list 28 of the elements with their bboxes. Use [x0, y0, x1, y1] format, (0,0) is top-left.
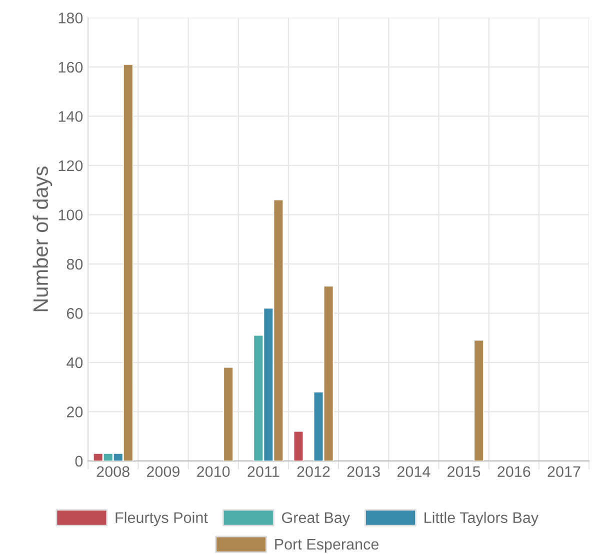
- y-tick-label: 140: [58, 111, 83, 122]
- bar: [474, 340, 484, 461]
- y-tick-label: 20: [66, 406, 83, 418]
- y-tick-label: 0: [75, 456, 83, 467]
- x-tick-label: 2010: [197, 466, 230, 478]
- bar: [294, 431, 304, 461]
- x-tick-label: 2016: [498, 466, 530, 478]
- y-tick-label: 40: [66, 357, 83, 368]
- legend-label: Great Bay: [282, 512, 350, 526]
- x-tick-label: 2009: [146, 466, 180, 478]
- y-tick-label: 80: [66, 258, 83, 270]
- bar: [223, 367, 234, 461]
- y-tick-label: 60: [66, 308, 83, 319]
- legend-label: Little Taylors Bay: [424, 512, 539, 526]
- x-tick-label: 2013: [347, 466, 380, 478]
- y-tick-label: 180: [58, 12, 83, 24]
- y-tick-label: 160: [58, 62, 83, 73]
- x-tick-label: 2015: [448, 466, 480, 478]
- x-tick-label: 2017: [548, 466, 580, 478]
- x-tick-label: 2014: [397, 466, 430, 478]
- x-tick-label: 2011: [248, 466, 280, 478]
- x-tick-label: 2012: [297, 466, 330, 478]
- legend-label: Port Esperance: [275, 538, 379, 553]
- y-tick-label: 100: [58, 210, 83, 220]
- y-axis-title: Number of days: [32, 166, 52, 312]
- x-tick-label: 2008: [96, 466, 130, 478]
- legend-label: Fleurtys Point: [116, 512, 208, 526]
- y-tick-label: 120: [58, 160, 83, 172]
